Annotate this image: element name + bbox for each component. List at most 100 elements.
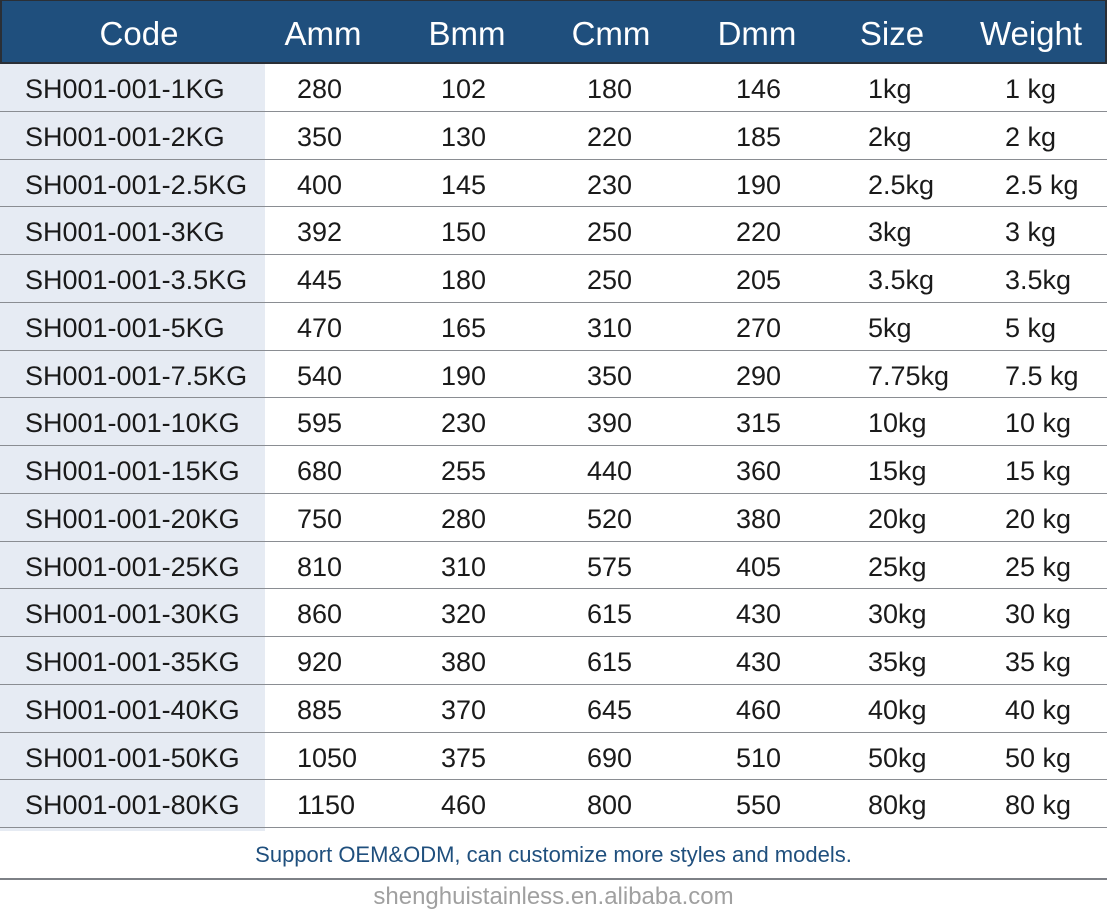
cell-size: 25kg <box>868 551 927 582</box>
cell-code: SH001-001-3KG <box>25 217 225 248</box>
table-row: SH001-001-10KG 595 230 390 315 10kg 10 kg <box>0 398 1107 446</box>
table-row: SH001-001-50KG 1050 375 690 510 50kg 50 kg <box>0 733 1107 781</box>
cell-weight: 15 kg <box>1005 456 1072 486</box>
cell-cmm: 575 <box>587 551 633 582</box>
cell-size: 35kg <box>868 647 927 677</box>
cell-bmm: 150 <box>441 217 487 248</box>
cell-amm: 1050 <box>297 742 358 773</box>
cell-bmm: 320 <box>441 599 487 630</box>
cell-code: SH001-001-1KG <box>25 74 225 104</box>
cell-cmm: 220 <box>587 121 633 152</box>
cell-bmm: 310 <box>441 551 487 582</box>
cell-code: SH001-001-3.5KG <box>25 265 248 295</box>
cell-size: 40kg <box>868 694 927 725</box>
cell-amm: 680 <box>297 456 343 486</box>
cell-code: SH001-001-10KG <box>25 408 240 439</box>
cell-amm: 860 <box>297 599 343 630</box>
header-cell-cmm: Cmm <box>571 15 651 52</box>
cell-amm: 445 <box>297 265 343 295</box>
cell-bmm: 230 <box>441 408 487 439</box>
watermark: shenghuistainless.en.alibaba.com <box>373 883 734 910</box>
cell-weight: 20 kg <box>1005 503 1072 534</box>
cell-bmm: 370 <box>441 694 487 725</box>
cell-dmm: 430 <box>736 647 782 677</box>
cell-cmm: 230 <box>587 169 633 200</box>
cell-dmm: 190 <box>736 169 782 200</box>
cell-size: 5kg <box>868 312 912 343</box>
cell-size: 1kg <box>868 74 912 104</box>
cell-size: 2kg <box>868 121 912 152</box>
table-row: SH001-001-80KG 1150 460 800 550 80kg 80 kg <box>0 780 1107 828</box>
cell-amm: 750 <box>297 503 343 534</box>
table-row: SH001-001-20KG 750 280 520 380 20kg 20 kg <box>0 494 1107 542</box>
cell-amm: 540 <box>297 360 343 391</box>
table-row: SH001-001-35KG 920 380 615 430 35kg 35 kg <box>0 637 1107 685</box>
cell-size: 15kg <box>868 456 927 486</box>
cell-code: SH001-001-40KG <box>25 694 240 725</box>
cell-dmm: 270 <box>736 312 782 343</box>
cell-bmm: 460 <box>441 790 487 821</box>
cell-amm: 920 <box>297 647 343 677</box>
cell-amm: 280 <box>297 74 343 104</box>
cell-cmm: 180 <box>587 74 633 104</box>
cell-cmm: 440 <box>587 456 633 486</box>
header-cell-dmm: Dmm <box>717 15 797 52</box>
cell-size: 2.5kg <box>868 169 935 200</box>
header-cell-bmm: Bmm <box>428 15 506 52</box>
cell-dmm: 205 <box>736 265 782 295</box>
cell-code: SH001-001-35KG <box>25 647 240 677</box>
cell-dmm: 360 <box>736 456 782 486</box>
cell-cmm: 310 <box>587 312 633 343</box>
cell-bmm: 145 <box>441 169 487 200</box>
cell-amm: 350 <box>297 121 343 152</box>
cell-dmm: 185 <box>736 121 782 152</box>
cell-code: SH001-001-15KG <box>25 456 240 486</box>
cell-weight: 30 kg <box>1005 599 1072 630</box>
cell-dmm: 550 <box>736 790 782 821</box>
cell-bmm: 280 <box>441 503 487 534</box>
cell-weight: 80 kg <box>1005 790 1072 821</box>
code-column-background <box>0 64 265 831</box>
cell-cmm: 615 <box>587 647 633 677</box>
cell-cmm: 615 <box>587 599 633 630</box>
cell-amm: 400 <box>297 169 343 200</box>
cell-dmm: 220 <box>736 217 782 248</box>
cell-code: SH001-001-80KG <box>25 790 240 821</box>
header-cell-size: Size <box>859 15 925 52</box>
cell-size: 80kg <box>868 790 927 821</box>
header-cell-amm: Amm <box>284 15 362 52</box>
cell-size: 30kg <box>868 599 927 630</box>
cell-code: SH001-001-25KG <box>25 551 240 582</box>
cell-bmm: 165 <box>441 312 487 343</box>
cell-code: SH001-001-50KG <box>25 742 240 773</box>
cell-weight: 40 kg <box>1005 694 1072 725</box>
table-row: SH001-001-15KG 680 255 440 360 15kg 15 kg <box>0 446 1107 494</box>
cell-amm: 810 <box>297 551 343 582</box>
cell-code: SH001-001-20KG <box>25 503 240 534</box>
header-cell-weight: Weight <box>979 15 1083 52</box>
cell-bmm: 190 <box>441 360 487 391</box>
cell-bmm: 180 <box>441 265 487 295</box>
table-row: SH001-001-3.5KG 445 180 250 205 3.5kg 3.5kg <box>0 255 1107 303</box>
cell-dmm: 315 <box>736 408 782 439</box>
cell-dmm: 146 <box>736 74 782 104</box>
cell-bmm: 375 <box>441 742 487 773</box>
cell-bmm: 102 <box>441 74 487 104</box>
cell-cmm: 800 <box>587 790 633 821</box>
cell-amm: 392 <box>297 217 343 248</box>
cell-amm: 595 <box>297 408 343 439</box>
cell-bmm: 380 <box>441 647 487 677</box>
cell-cmm: 690 <box>587 742 633 773</box>
cell-dmm: 430 <box>736 599 782 630</box>
cell-code: SH001-001-2.5KG <box>25 169 248 200</box>
cell-size: 50kg <box>868 742 927 773</box>
table-row: SH001-001-1KG 280 102 180 146 1kg 1 kg <box>0 64 1107 112</box>
table-row: SH001-001-2KG 350 130 220 185 2kg 2 kg <box>0 112 1107 160</box>
table-row: SH001-001-2.5KG 400 145 230 190 2.5kg 2.5 kg <box>0 160 1107 208</box>
cell-dmm: 510 <box>736 742 782 773</box>
cell-cmm: 645 <box>587 694 633 725</box>
cell-cmm: 250 <box>587 265 633 295</box>
cell-cmm: 390 <box>587 408 633 439</box>
cell-dmm: 380 <box>736 503 782 534</box>
cell-code: SH001-001-2KG <box>25 121 225 152</box>
